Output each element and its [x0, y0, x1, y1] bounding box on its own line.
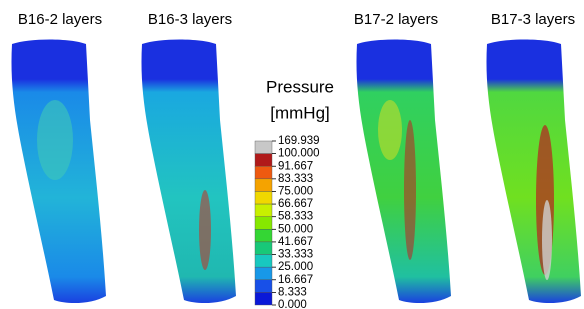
pressure-zone — [378, 100, 402, 160]
colorbar-tick-label: 75.000 — [278, 185, 313, 197]
colorbar-tick-label: 0.000 — [278, 299, 307, 309]
sleeve-map — [141, 40, 236, 304]
pressure-zone — [542, 200, 552, 280]
page: B16-2 layers B16-3 layers B17-2 layers B… — [0, 0, 584, 309]
colorbar-segment — [255, 191, 272, 204]
sleeve-body — [356, 40, 451, 304]
colorbar-segment — [255, 141, 272, 154]
colorbar-segment — [255, 292, 272, 305]
sleeve-map — [486, 40, 581, 304]
colorbar-segment — [255, 217, 272, 230]
panel-label: B16-3 layers — [148, 11, 232, 28]
sleeve-map — [356, 40, 451, 304]
panel-label: B17-3 layers — [491, 11, 575, 28]
colorbar-segment — [255, 166, 272, 179]
colorbar-tick-label: 83.333 — [278, 173, 313, 185]
colorbar-segment — [255, 179, 272, 192]
colorbar-tick-label: 58.333 — [278, 211, 313, 223]
panel-label: B17-2 layers — [354, 11, 438, 28]
colorbar-tick-label: 33.333 — [278, 249, 313, 261]
colorbar-tick-label: 50.000 — [278, 223, 313, 235]
colorbar-segment — [255, 229, 272, 242]
colorbar-segment — [255, 267, 272, 280]
sleeve-body — [486, 40, 581, 304]
figure: B16-2 layers B16-3 layers B17-2 layers B… — [0, 0, 584, 309]
colorbar-tick-label: 91.667 — [278, 160, 313, 172]
panel-label: B16-2 layers — [18, 11, 102, 28]
colorbar: 169.939100.00091.66783.33375.00066.66758… — [255, 135, 320, 309]
sleeve-body — [141, 40, 236, 304]
pressure-zone — [199, 190, 211, 270]
colorbar-tick-label: 16.667 — [278, 274, 313, 286]
colorbar-segment — [255, 242, 272, 255]
colorbar-segment — [255, 255, 272, 268]
pressure-zone — [404, 120, 416, 260]
colorbar-tick-label: 66.667 — [278, 198, 313, 210]
sleeve-map — [11, 40, 106, 304]
colorbar-tick-label: 8.333 — [278, 286, 307, 298]
colorbar-tick-label: 100.000 — [278, 148, 320, 160]
colorbar-segment — [255, 154, 272, 167]
legend-title: Pressure — [266, 77, 334, 96]
colorbar-segment — [255, 204, 272, 217]
legend-title: [mmHg] — [270, 103, 330, 122]
pressure-zone — [37, 100, 73, 180]
colorbar-tick-label: 169.939 — [278, 135, 320, 147]
colorbar-tick-label: 41.667 — [278, 236, 313, 248]
colorbar-segment — [255, 280, 272, 293]
colorbar-tick-label: 25.000 — [278, 261, 313, 273]
